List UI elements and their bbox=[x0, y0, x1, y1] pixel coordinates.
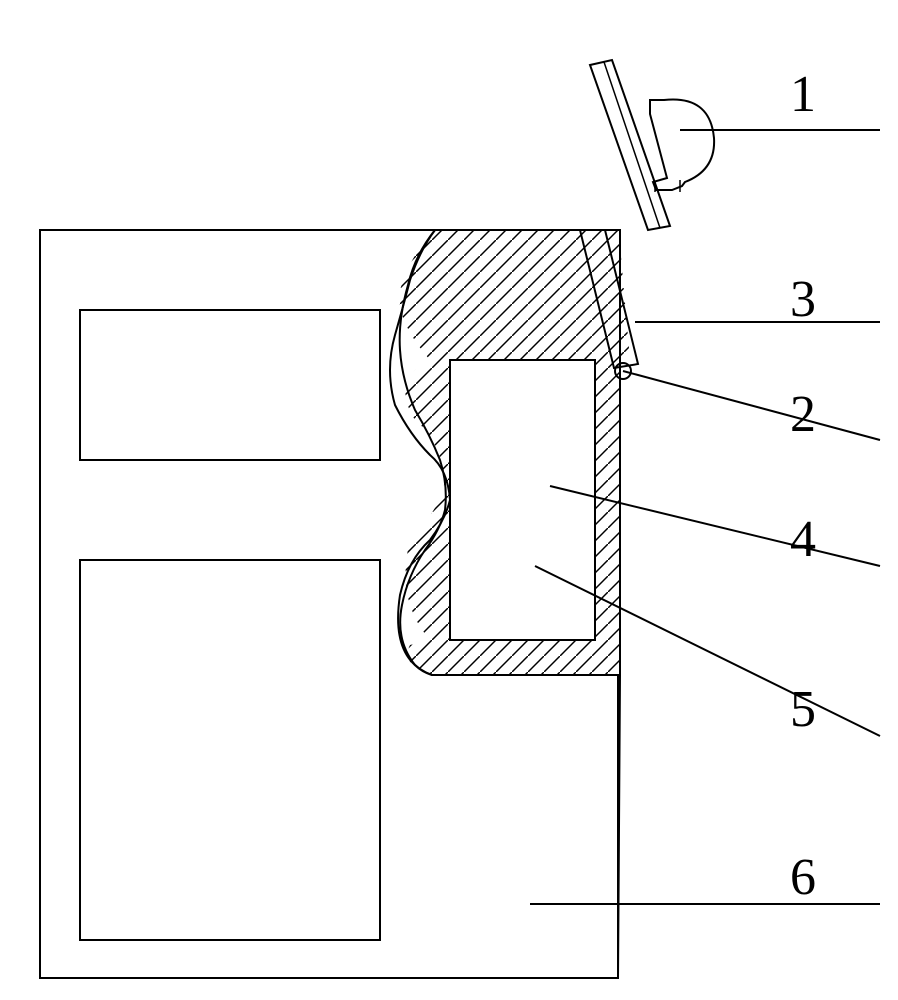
inner-rectangle bbox=[450, 360, 595, 640]
label-6: 6 bbox=[790, 848, 816, 907]
label-3: 3 bbox=[790, 270, 816, 329]
plate-inner-line bbox=[604, 62, 660, 228]
technical-drawing-svg bbox=[0, 0, 898, 1000]
label-5: 5 bbox=[790, 680, 816, 739]
lower-cutout bbox=[80, 560, 380, 940]
label-4: 4 bbox=[790, 510, 816, 569]
upper-cutout bbox=[80, 310, 380, 460]
label-1: 1 bbox=[790, 65, 816, 124]
diagram-container: 1 3 2 4 5 6 bbox=[0, 0, 898, 1000]
leader-2 bbox=[623, 371, 880, 440]
label-2: 2 bbox=[790, 385, 816, 444]
bulb-protrusion bbox=[650, 99, 714, 190]
